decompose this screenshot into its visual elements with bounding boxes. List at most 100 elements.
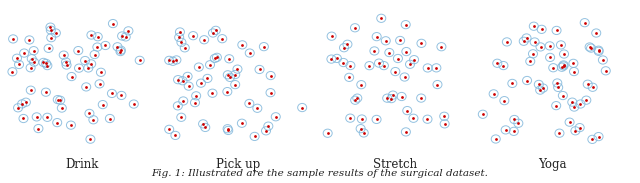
Point	[26, 66, 36, 69]
Point	[558, 65, 568, 68]
Point	[223, 129, 234, 132]
Point	[191, 94, 201, 97]
Point	[52, 121, 62, 124]
Point	[477, 113, 488, 116]
Point	[339, 61, 349, 64]
Point	[194, 66, 204, 69]
Point	[42, 64, 52, 67]
Point	[586, 47, 596, 50]
Point	[492, 62, 502, 65]
Point	[59, 54, 69, 57]
Point	[188, 34, 198, 37]
Point	[45, 29, 56, 31]
Point	[553, 86, 563, 89]
Point	[225, 76, 235, 79]
Point	[422, 118, 433, 121]
Point	[107, 92, 117, 95]
Point	[584, 46, 595, 48]
Point	[509, 118, 520, 121]
Point	[390, 70, 401, 73]
Point	[564, 121, 575, 124]
Point	[535, 89, 545, 92]
Point	[557, 94, 568, 97]
Point	[409, 58, 419, 61]
Point	[88, 118, 99, 121]
Point	[19, 52, 29, 55]
Point	[575, 102, 586, 105]
Point	[134, 59, 145, 62]
Point	[326, 35, 337, 38]
Point	[513, 122, 524, 125]
Point	[29, 49, 39, 52]
Point	[568, 62, 579, 65]
Point	[202, 77, 212, 80]
Point	[518, 40, 529, 43]
Point	[488, 92, 499, 95]
Point	[536, 45, 546, 48]
Point	[74, 67, 84, 70]
Point	[67, 75, 77, 78]
Point	[358, 131, 369, 134]
Point	[323, 132, 333, 135]
Point	[399, 76, 410, 79]
Point	[24, 38, 35, 41]
Point	[548, 66, 558, 69]
Point	[182, 75, 193, 78]
Point	[175, 31, 185, 33]
Point	[529, 25, 539, 28]
Point	[538, 87, 548, 89]
Point	[575, 126, 585, 129]
Point	[237, 122, 247, 125]
Point	[395, 39, 405, 42]
Point	[211, 29, 221, 32]
Point	[84, 112, 95, 115]
Point	[545, 44, 555, 47]
Point	[232, 68, 243, 71]
Point	[14, 63, 24, 66]
Point	[356, 117, 367, 120]
Point	[356, 127, 366, 130]
Point	[422, 66, 433, 69]
Point	[86, 33, 97, 36]
Point	[352, 97, 362, 100]
Point	[19, 117, 29, 120]
Point	[237, 43, 248, 46]
Point	[116, 49, 126, 52]
Point	[598, 59, 608, 61]
Point	[379, 64, 389, 67]
Point	[200, 126, 211, 129]
Point	[129, 103, 139, 106]
Point	[198, 122, 208, 125]
Point	[440, 122, 450, 125]
Point	[172, 59, 182, 61]
Point	[86, 62, 96, 65]
Point	[588, 138, 598, 141]
Point	[401, 23, 411, 26]
Point	[44, 47, 54, 50]
Point	[20, 101, 31, 104]
Point	[207, 92, 218, 95]
Point	[402, 109, 412, 112]
Point	[417, 42, 427, 45]
Point	[199, 38, 209, 41]
Point	[552, 81, 563, 84]
Point	[416, 97, 426, 100]
Text: Fig. 1: Illustrated are the sample results of the surgical dataset.: Fig. 1: Illustrated are the sample resul…	[152, 169, 488, 178]
Point	[57, 107, 67, 109]
Point	[580, 21, 590, 24]
Point	[534, 83, 544, 86]
Point	[205, 63, 215, 66]
Point	[27, 57, 37, 60]
Point	[551, 104, 561, 107]
Point	[8, 38, 18, 40]
Point	[190, 101, 200, 104]
Point	[244, 52, 255, 55]
Point	[567, 101, 577, 104]
Point	[230, 73, 241, 76]
Point	[120, 36, 131, 38]
Point	[593, 50, 604, 53]
Point	[180, 46, 190, 49]
Point	[588, 86, 598, 89]
Point	[326, 58, 337, 61]
Point	[382, 97, 392, 100]
